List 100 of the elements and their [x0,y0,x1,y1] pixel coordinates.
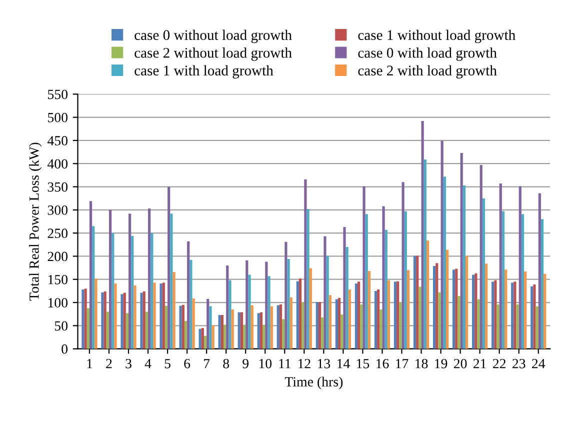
bar [360,304,363,349]
bar [231,309,234,349]
bar [162,282,165,349]
bar [485,264,488,349]
bar [112,233,114,349]
bar [153,282,156,349]
bar [164,306,168,349]
bar [354,284,358,349]
bar [421,121,424,349]
bar [365,214,368,349]
bar [502,211,505,349]
bar [209,306,212,349]
bar [108,210,112,349]
bar [142,291,146,349]
bar [436,263,438,349]
bar [538,193,541,349]
bar [358,282,360,349]
y-tick-label: 500 [48,112,68,122]
bar [101,292,104,349]
bar [92,226,95,349]
x-tick-label: 14 [337,359,350,368]
legend-label: case 1 without load growth [358,30,516,44]
y-tick-label: 100 [48,298,68,308]
x-tick-label: 10 [259,358,272,368]
bar [460,152,463,349]
bar [94,278,98,349]
bar [226,265,229,349]
bar [424,159,426,349]
legend-label: case 0 with load growth [358,47,497,61]
bar [374,290,378,349]
bar [426,240,430,349]
bar [257,313,260,349]
bar [343,227,346,349]
bar [380,309,382,349]
x-tick-label: 2 [106,358,112,368]
x-tick-label: 13 [318,358,330,368]
bar [240,312,244,349]
bar [123,292,126,349]
y-tick-label: 50 [54,321,68,331]
bar [443,176,446,349]
bar [382,206,385,349]
bar [120,294,124,349]
bar [477,299,480,349]
bar [128,214,132,349]
bar [89,201,92,349]
y-tick-label: 300 [48,205,68,215]
bar [279,304,282,349]
bar [106,312,109,349]
bar [306,208,310,349]
x-tick-label: 8 [223,358,230,368]
x-tick-label: 18 [416,358,428,368]
bar [511,282,514,349]
bar [212,325,214,349]
bar [218,315,221,349]
bar [518,186,522,349]
bar [284,242,288,349]
bar [223,324,226,349]
bar [238,312,240,349]
y-axis-title: Total Real Power Loss (kW) [29,142,42,301]
bar [304,179,307,349]
bar [533,284,536,349]
legend-label: case 2 with load growth [358,65,497,78]
bar [458,296,460,349]
bar [84,288,87,349]
bar [187,241,190,349]
legend-label: case 0 without load growth [134,30,292,44]
bar [172,272,176,349]
bar [496,304,500,349]
bar [268,276,270,349]
bar [131,236,134,349]
bar [404,211,407,349]
bar [438,292,441,349]
y-tick-label: 450 [47,136,68,146]
bar [134,285,136,349]
x-tick-label: 23 [512,358,526,368]
bar [368,271,371,349]
x-tick-label: 19 [435,358,448,368]
bar [524,271,527,349]
x-tick-label: 17 [396,359,408,368]
bar [466,256,468,349]
x-tick-label: 4 [144,359,152,368]
bar [384,230,388,349]
bar [148,208,151,349]
bar [544,274,546,349]
x-tick-label: 1 [87,359,92,368]
bar [160,284,162,349]
bar [362,186,366,349]
y-tick-label: 200 [48,252,68,262]
bar [276,305,280,349]
x-tick-label: 20 [454,358,467,368]
bar [145,312,148,349]
x-tick-label: 11 [279,359,290,368]
bar [220,315,224,349]
bar [328,295,332,349]
bar [536,306,538,349]
x-tick-label: 3 [126,358,132,368]
bar [206,298,210,349]
bar [335,299,338,349]
y-tick-label: 0 [62,344,68,354]
y-tick-label: 150 [48,274,68,284]
